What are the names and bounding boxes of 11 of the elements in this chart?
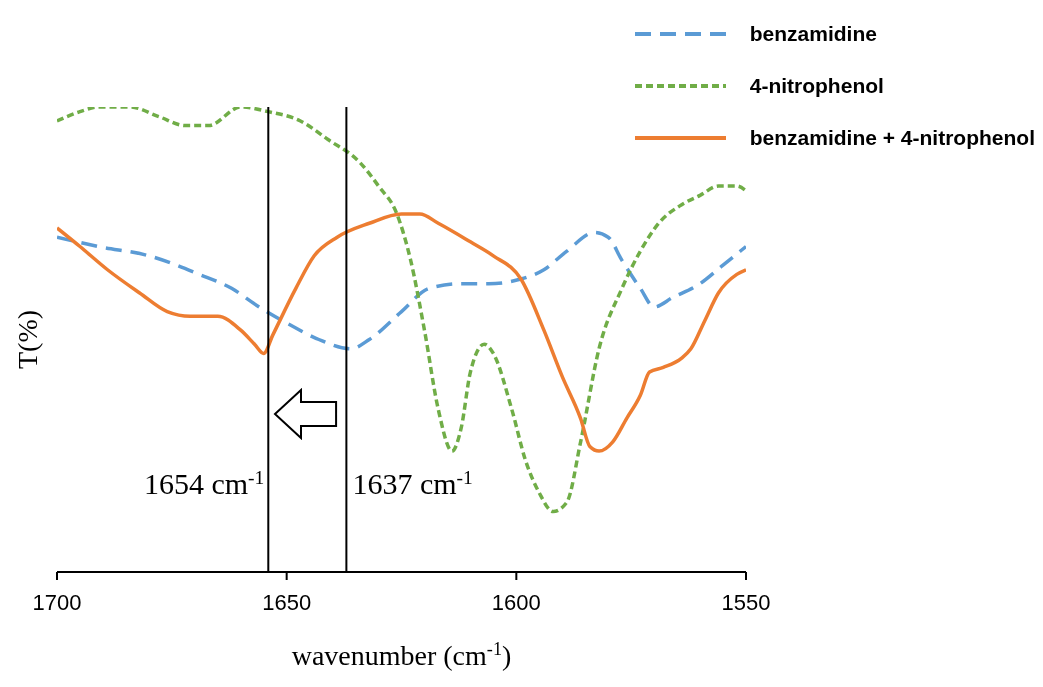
x-tick-label: 1550 [721,589,771,615]
legend-label: benzamidine + 4-nitrophenol [749,126,1035,150]
y-axis-title: T(%) [12,309,43,370]
x-tick-label: 1600 [491,589,541,615]
legend-label: benzamidine [749,22,877,46]
x-axis-title: wavenumber (cm$^{-1}$) [291,639,512,671]
ref-line-label: 1654 cm$^{-1}$ [143,466,265,500]
ref-line-label: 1637 cm$^{-1}$ [352,466,473,500]
x-tick-label: 1700 [32,589,82,615]
x-tick-label: 1650 [262,589,312,615]
legend-label: 4-nitrophenol [749,74,884,98]
